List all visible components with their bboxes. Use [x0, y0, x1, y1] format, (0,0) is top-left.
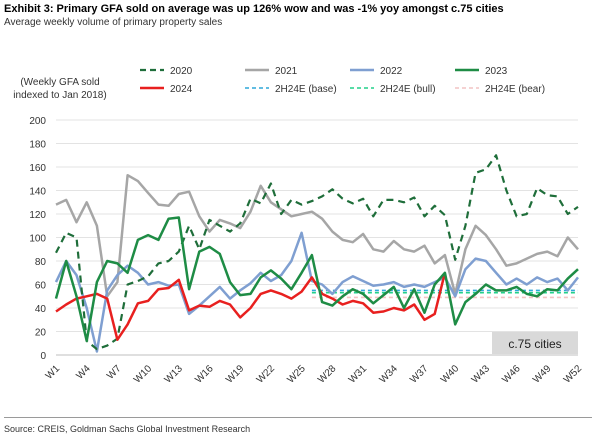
x-tick-label: W1 [44, 363, 63, 382]
source-note: Source: CREIS, Goldman Sachs Global Inve… [4, 424, 251, 434]
x-tick-label: W46 [500, 363, 523, 386]
legend: 2020 2021 2022 2023 2024 2H24E (base) 2H24E (b… [140, 66, 545, 95]
y-tick-label: 120 [29, 210, 46, 221]
chart-title: Exhibit 3: Primary GFA sold on average w… [4, 3, 504, 15]
legend-label: 2024 [170, 84, 193, 95]
x-tick-label: W10 [132, 363, 155, 386]
x-tick-label: W22 [255, 363, 278, 386]
chart-subtitle: Average weekly volume of primary propert… [4, 17, 223, 28]
y-tick-label: 180 [29, 140, 46, 151]
y-tick-label: 60 [35, 281, 47, 292]
gridlines [56, 119, 578, 356]
x-tick-label: W16 [193, 363, 216, 386]
annotation-box: c.75 cities [492, 332, 578, 354]
line-chart: 2020 2021 2022 2023 2024 2H24E (base) 2H24E (b… [13, 66, 585, 386]
legend-label: 2H24E (base) [275, 84, 337, 95]
plot-area [54, 154, 579, 353]
x-tick-label: W49 [531, 363, 554, 386]
y-axis: 0 20 40 60 80 100 120 140 160 180 200 [29, 116, 46, 362]
y-tick-label: 0 [40, 351, 46, 362]
legend-label: 2H24E (bull) [380, 84, 436, 95]
footer-divider [4, 417, 592, 418]
x-tick-label: W13 [163, 363, 186, 386]
legend-label: 2H24E (bear) [485, 84, 545, 95]
y-tick-label: 160 [29, 163, 46, 174]
y-tick-label: 40 [35, 304, 47, 315]
y-tick-label: 200 [29, 116, 46, 127]
x-tick-label: W37 [408, 363, 431, 386]
x-tick-label: W43 [470, 363, 493, 386]
legend-label: 2020 [170, 66, 193, 77]
series-line-2021 [55, 173, 579, 298]
y-axis-title-line: indexed to Jan 2018) [13, 90, 106, 101]
y-tick-label: 20 [35, 328, 47, 339]
y-axis-title: (Weekly GFA sold indexed to Jan 2018) [13, 77, 106, 101]
x-tick-label: W28 [316, 363, 339, 386]
x-tick-label: W52 [562, 363, 585, 386]
annotation-label: c.75 cities [508, 337, 561, 351]
x-axis: W1 W4 W7 W10 W13 W16 W19 W22 W25 W28 W31 W34 W37 W40 W… [44, 363, 585, 386]
x-tick-label: W7 [105, 363, 124, 382]
x-tick-label: W34 [378, 363, 401, 386]
series-line-2024 [55, 272, 447, 341]
y-tick-label: 140 [29, 187, 46, 198]
series-line-2023 [54, 216, 579, 343]
legend-label: 2023 [485, 66, 508, 77]
x-tick-label: W40 [439, 363, 462, 386]
x-tick-label: W25 [285, 363, 308, 386]
annotation-box-bg [492, 332, 578, 354]
legend-label: 2021 [275, 66, 298, 77]
x-tick-label: W4 [74, 363, 93, 382]
x-tick-label: W31 [347, 363, 370, 386]
y-axis-title-line: (Weekly GFA sold [20, 77, 99, 88]
x-tick-label: W19 [224, 363, 247, 386]
series-line-2020 [55, 154, 579, 351]
y-tick-label: 80 [35, 257, 47, 268]
y-tick-label: 100 [29, 234, 46, 245]
legend-label: 2022 [380, 66, 403, 77]
